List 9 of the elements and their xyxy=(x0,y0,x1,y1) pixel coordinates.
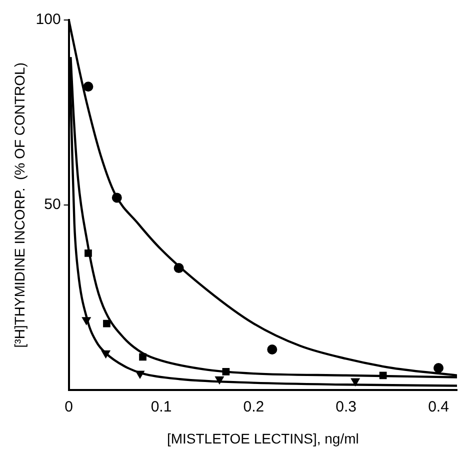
x-axis-title: [MISTLETOE LECTINS], ng/ml xyxy=(166,430,359,446)
y-tick-label: 50 xyxy=(44,196,61,214)
x-tick-label: 0.1 xyxy=(150,398,172,416)
y-tick-label: 100 xyxy=(36,11,61,28)
y-axis-title: [³H]THYMIDINE INCORP. (% OF CONTROL) xyxy=(11,62,28,348)
x-tick-label: 0.3 xyxy=(336,398,357,416)
x-tick-label: 0 xyxy=(64,398,73,416)
x-tick-label: 0.2 xyxy=(243,398,264,416)
x-tick-label: 0.4 xyxy=(428,398,449,416)
